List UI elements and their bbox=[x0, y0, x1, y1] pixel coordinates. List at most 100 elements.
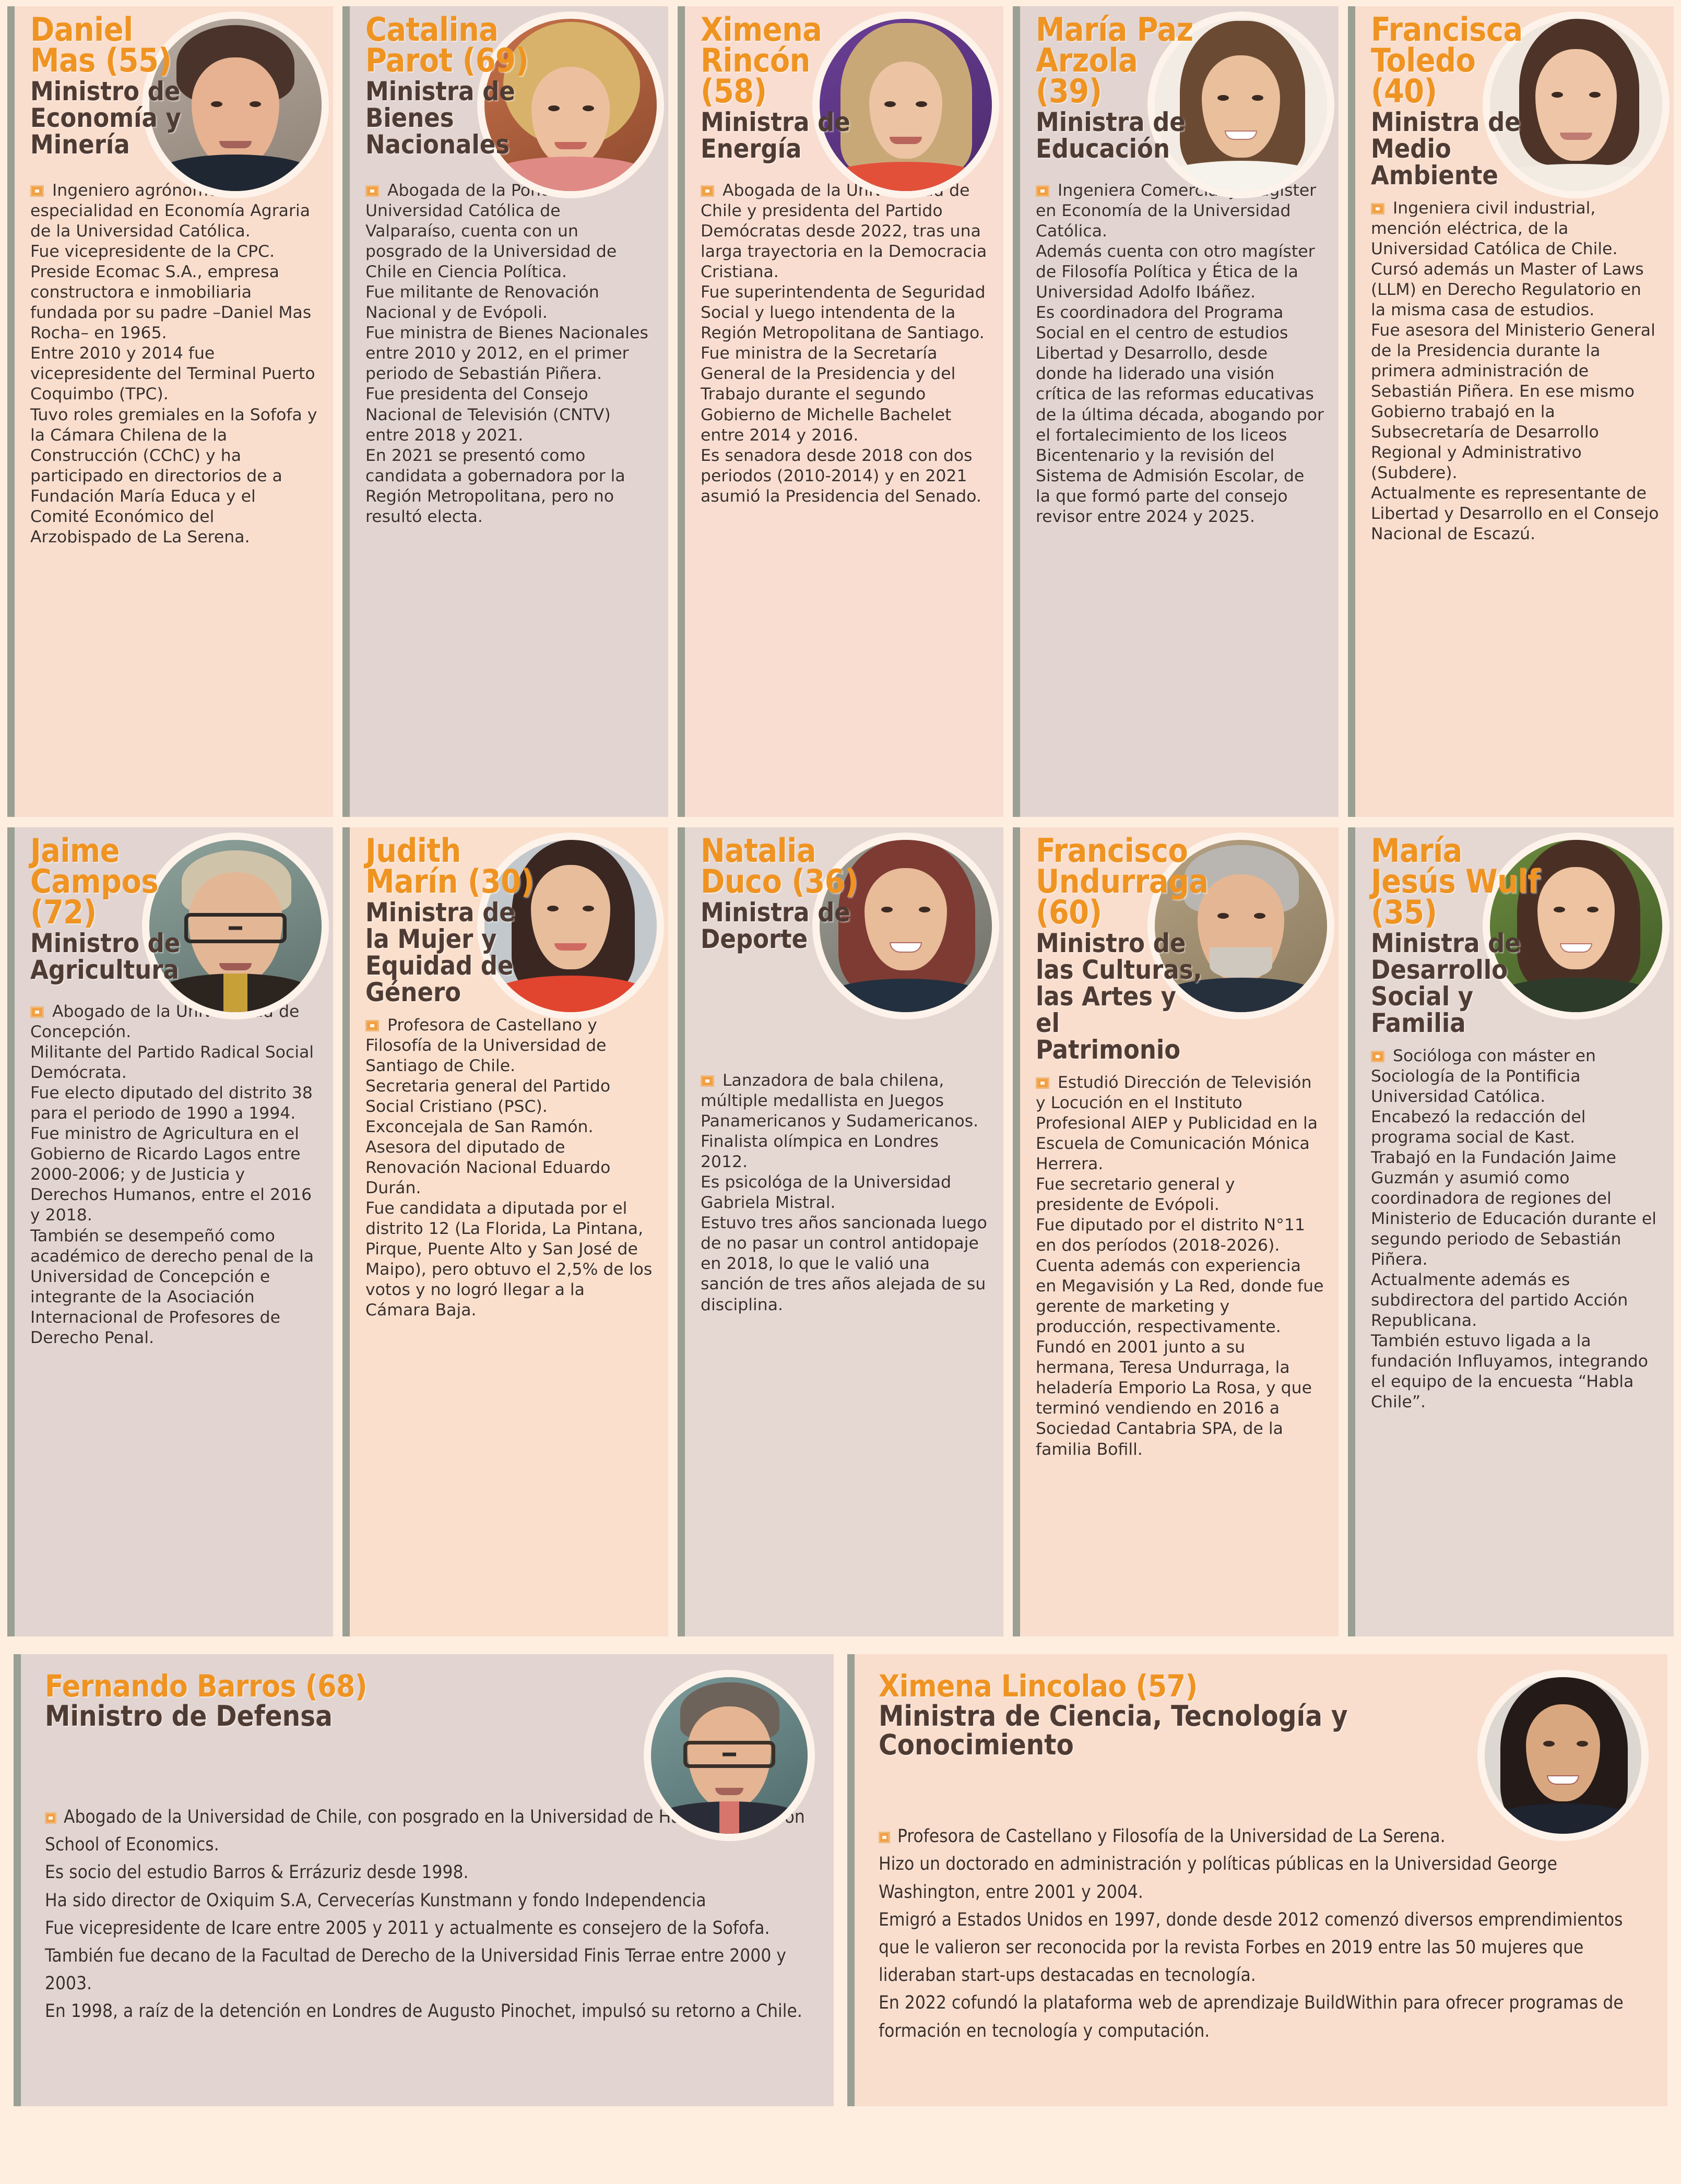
bullet-icon bbox=[365, 185, 379, 197]
card-header: Ximena Rincón (58) Ministra de Energía bbox=[701, 10, 992, 191]
bullet-icon bbox=[701, 185, 714, 197]
minister-card[interactable]: Judith Marín (30) Ministra de la Mujer y… bbox=[342, 827, 668, 1636]
minister-card[interactable]: Ximena Lincolao (57) Ministra de Ciencia… bbox=[847, 1654, 1667, 2106]
bullet-icon bbox=[30, 1006, 44, 1018]
card-header: Jaime Campos (72) Ministro de Agricultur… bbox=[30, 832, 322, 1012]
card-header: Ximena Lincolao (57) Ministra de Ciencia… bbox=[879, 1668, 1647, 1834]
minister-card[interactable]: Francisco Undurraga (60) Ministro de las… bbox=[1013, 827, 1339, 1636]
card-header: Natalia Duco (36) Ministra de Deporte bbox=[701, 832, 992, 1012]
minister-bio: Abogado de la Universidad de Chile, con … bbox=[45, 1803, 813, 2026]
minister-bio: Abogada de la Universidad de Chile y pre… bbox=[701, 181, 989, 507]
avatar bbox=[1490, 19, 1662, 191]
card-header: Daniel Mas (55) Ministro de Economía y M… bbox=[30, 10, 322, 191]
card-header: Francisca Toledo (40) Ministra de Medio … bbox=[1371, 10, 1662, 191]
bullet-icon bbox=[1371, 1050, 1384, 1062]
minister-bio: Estudió Dirección de Televisión y Locuci… bbox=[1036, 1073, 1324, 1460]
card-header: María Paz Arzola (39) Ministra de Educac… bbox=[1036, 10, 1327, 191]
minister-bio: Socióloga con máster en Sociología de la… bbox=[1371, 1046, 1659, 1413]
avatar bbox=[484, 19, 657, 191]
minister-bio: Ingeniera civil industrial, mención eléc… bbox=[1371, 198, 1659, 545]
bullet-icon bbox=[879, 1832, 890, 1844]
minister-role: Ministro de Economía y Minería bbox=[30, 76, 181, 160]
card-row-1: Daniel Mas (55) Ministro de Economía y M… bbox=[0, 0, 1681, 817]
minister-card[interactable]: María Paz Arzola (39) Ministra de Educac… bbox=[1013, 6, 1339, 817]
bullet-icon bbox=[365, 1019, 379, 1031]
minister-role: Ministra de Deporte bbox=[701, 897, 850, 954]
minister-card[interactable]: María Jesús Wulf (35) Ministra de Desarr… bbox=[1348, 827, 1674, 1636]
minister-name: Fernando Barros (68) bbox=[45, 1668, 368, 1704]
avatar bbox=[651, 1677, 808, 1834]
minister-bio: Profesora de Castellano y Filosofía de l… bbox=[879, 1823, 1647, 2045]
bullet-icon bbox=[1371, 203, 1384, 215]
bio-text: Ingeniera civil industrial, mención eléc… bbox=[1371, 198, 1659, 544]
bio-text: Profesora de Castellano y Filosofía de l… bbox=[879, 1826, 1624, 2041]
minister-bio: Profesora de Castellano y Filosofía de l… bbox=[365, 1015, 654, 1321]
bullet-icon bbox=[1036, 185, 1049, 197]
bio-text: Abogada de la Universidad de Chile y pre… bbox=[701, 181, 987, 506]
bio-text: Estudió Dirección de Televisión y Locuci… bbox=[1036, 1073, 1324, 1459]
card-header: Catalina Parot (69) Ministra de Bienes N… bbox=[365, 10, 657, 191]
avatar bbox=[149, 19, 322, 191]
minister-role: Ministra de Desarrollo Social y Familia bbox=[1371, 928, 1521, 1038]
bio-text: Socióloga con máster en Sociología de la… bbox=[1371, 1046, 1657, 1412]
bio-text: Profesora de Castellano y Filosofía de l… bbox=[365, 1015, 653, 1320]
bio-text: Lanzadora de bala chilena, múltiple meda… bbox=[701, 1071, 987, 1314]
minister-role: Ministra de la Mujer y Equidad de Género bbox=[365, 897, 515, 1007]
card-header: Francisco Undurraga (60) Ministro de las… bbox=[1036, 832, 1327, 1065]
avatar bbox=[484, 840, 657, 1012]
bio-text: Ingeniera Comercial y magíster en Econom… bbox=[1036, 181, 1324, 526]
bullet-icon bbox=[701, 1075, 714, 1087]
avatar bbox=[1155, 19, 1327, 191]
avatar bbox=[1155, 840, 1327, 1012]
bio-text: Abogado de la Universidad de Chile, con … bbox=[45, 1807, 805, 2022]
minister-name: Catalina Parot (69) bbox=[365, 10, 529, 79]
minister-name: María Paz Arzola (39) bbox=[1036, 10, 1193, 110]
minister-card[interactable]: Catalina Parot (69) Ministra de Bienes N… bbox=[342, 6, 668, 817]
avatar bbox=[820, 840, 992, 1012]
minister-name: Francisca Toledo (40) bbox=[1371, 10, 1523, 110]
minister-role: Ministro de las Culturas, las Artes y el… bbox=[1036, 928, 1202, 1065]
minister-name: Daniel Mas (55) bbox=[30, 10, 172, 79]
card-row-2: Jaime Campos (72) Ministro de Agricultur… bbox=[0, 817, 1681, 1636]
minister-card[interactable]: Fernando Barros (68) Ministro de Defensa… bbox=[14, 1654, 834, 2106]
minister-card[interactable]: Francisca Toledo (40) Ministra de Medio … bbox=[1348, 6, 1674, 817]
minister-name: Natalia Duco (36) bbox=[701, 832, 858, 900]
minister-bio: Abogado de la Universidad de Concepción.… bbox=[30, 1002, 318, 1348]
bio-text: Abogada de la Pontificia Universidad Cat… bbox=[365, 181, 648, 526]
minister-role: Ministro de Defensa bbox=[45, 1700, 333, 1733]
bullet-icon bbox=[30, 185, 44, 197]
card-header: Fernando Barros (68) Ministro de Defensa bbox=[45, 1668, 813, 1834]
minister-bio: Ingeniero agrónomo con especialidad en E… bbox=[30, 181, 318, 548]
minister-name: Ximena Rincón (58) bbox=[701, 10, 822, 110]
minister-bio: Ingeniera Comercial y magíster en Econom… bbox=[1036, 181, 1324, 527]
minister-name: Ximena Lincolao (57) bbox=[879, 1668, 1198, 1704]
minister-role: Ministro de Agricultura bbox=[30, 928, 181, 985]
minister-card[interactable]: Daniel Mas (55) Ministro de Economía y M… bbox=[7, 6, 333, 817]
avatar bbox=[1490, 840, 1662, 1012]
minister-name: Judith Marín (30) bbox=[365, 832, 534, 900]
minister-name: Jaime Campos (72) bbox=[30, 832, 159, 931]
minister-bio: Abogada de la Pontificia Universidad Cat… bbox=[365, 181, 654, 527]
bio-text: Abogado de la Universidad de Concepción.… bbox=[30, 1002, 314, 1347]
minister-card[interactable]: Jaime Campos (72) Ministro de Agricultur… bbox=[7, 827, 333, 1636]
minister-role: Ministra de Energía bbox=[701, 106, 850, 164]
minister-role: Ministra de Ciencia, Tecnología y Conoci… bbox=[879, 1700, 1348, 1762]
minister-card[interactable]: Ximena Rincón (58) Ministra de Energía A… bbox=[678, 6, 1003, 817]
avatar bbox=[149, 840, 322, 1012]
bio-text: Ingeniero agrónomo con especialidad en E… bbox=[30, 181, 317, 547]
card-header: Judith Marín (30) Ministra de la Mujer y… bbox=[365, 832, 657, 1012]
minister-bio: Lanzadora de bala chilena, múltiple meda… bbox=[701, 1071, 989, 1315]
avatar bbox=[1485, 1677, 1641, 1834]
avatar bbox=[820, 19, 992, 191]
minister-role: Ministra de Bienes Nacionales bbox=[365, 76, 515, 160]
card-header: María Jesús Wulf (35) Ministra de Desarr… bbox=[1371, 832, 1662, 1038]
bullet-icon bbox=[45, 1812, 56, 1824]
minister-name: Francisco Undurraga (60) bbox=[1036, 832, 1209, 931]
minister-role: Ministra de Medio Ambiente bbox=[1371, 106, 1521, 191]
minister-role: Ministra de Educación bbox=[1036, 106, 1186, 164]
bullet-icon bbox=[1036, 1077, 1049, 1089]
card-row-3: Fernando Barros (68) Ministro de Defensa… bbox=[0, 1636, 1681, 2106]
minister-name: María Jesús Wulf (35) bbox=[1371, 832, 1540, 931]
minister-card[interactable]: Natalia Duco (36) Ministra de Deporte La… bbox=[678, 827, 1003, 1636]
